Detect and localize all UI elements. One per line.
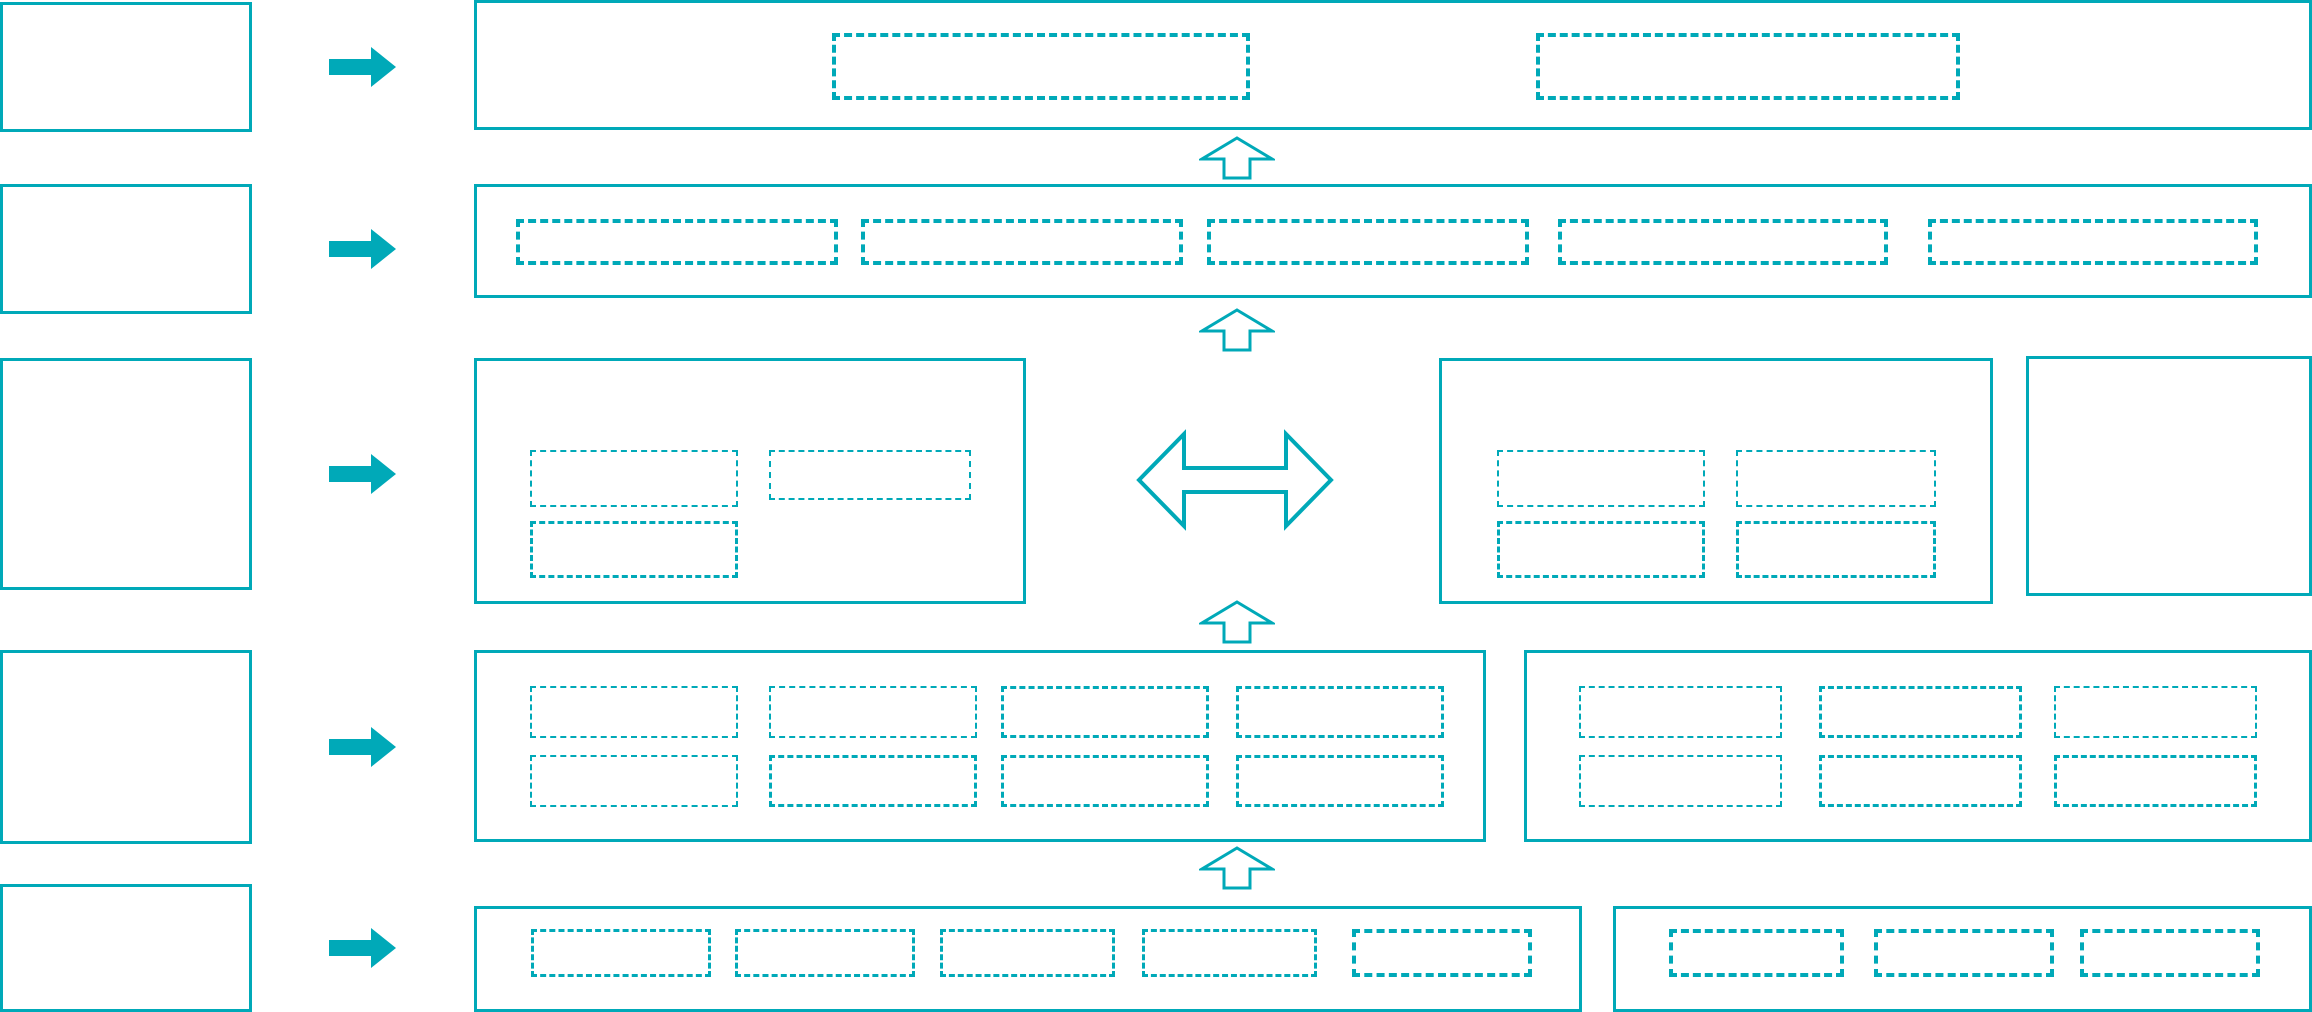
placeholder-box[interactable] [1497,450,1705,507]
row-4-flow-arrow [329,726,397,768]
placeholder-box[interactable] [1236,755,1444,807]
placeholder-box[interactable] [1352,929,1532,977]
placeholder-box[interactable] [2054,686,2257,738]
placeholder-box[interactable] [1579,755,1782,807]
placeholder-box[interactable] [1819,686,2022,738]
arrow-up-outline-icon [1199,600,1275,644]
row1-container-1[interactable] [474,0,2312,130]
row5-container-left[interactable] [474,906,1582,1012]
row3-container-far-right[interactable] [2026,356,2312,596]
placeholder-box[interactable] [1497,521,1705,578]
row-2-label-box[interactable] [0,184,252,314]
row-5-label-box[interactable] [0,884,252,1012]
arrow-up-outline-icon [1199,308,1275,352]
placeholder-box[interactable] [769,755,977,807]
placeholder-box[interactable] [1001,686,1209,738]
placeholder-box[interactable] [2080,929,2260,977]
row3-container-left[interactable] [474,358,1026,604]
row5-container-right[interactable] [1613,906,2312,1012]
row2-container-1[interactable] [474,184,2312,298]
row-3-label-box[interactable] [0,358,252,590]
arrow-up-outline-icon [1199,846,1275,890]
placeholder-box[interactable] [1558,219,1888,265]
row-5-flow-arrow [329,927,397,969]
row4-container-left[interactable] [474,650,1486,842]
placeholder-box[interactable] [861,219,1183,265]
row-3-flow-arrow [329,453,397,495]
row4-container-right[interactable] [1524,650,2312,842]
placeholder-box[interactable] [1236,686,1444,738]
placeholder-box[interactable] [530,521,738,578]
placeholder-box[interactable] [1142,929,1317,977]
arrow-up-outline-icon [1199,136,1275,180]
arrow-left-right-outline-icon [1136,428,1334,532]
row3-container-right[interactable] [1439,358,1993,604]
placeholder-box[interactable] [1579,686,1782,738]
placeholder-box[interactable] [1736,450,1936,507]
placeholder-box[interactable] [1207,219,1529,265]
placeholder-box[interactable] [1928,219,2258,265]
placeholder-box[interactable] [1536,33,1960,100]
placeholder-box[interactable] [1669,929,1844,977]
placeholder-box[interactable] [530,686,738,738]
placeholder-box[interactable] [1736,521,1936,578]
placeholder-box[interactable] [940,929,1115,977]
placeholder-box[interactable] [769,450,971,500]
row-2-flow-arrow [329,228,397,270]
placeholder-box[interactable] [832,33,1250,100]
placeholder-box[interactable] [1874,929,2054,977]
row-1-flow-arrow [329,46,397,88]
placeholder-box[interactable] [530,755,738,807]
placeholder-box[interactable] [769,686,977,738]
placeholder-box[interactable] [1819,755,2022,807]
placeholder-box[interactable] [735,929,915,977]
row-4-label-box[interactable] [0,650,252,844]
row-1-label-box[interactable] [0,2,252,132]
placeholder-box[interactable] [2054,755,2257,807]
placeholder-box[interactable] [531,929,711,977]
placeholder-box[interactable] [530,450,738,507]
placeholder-box[interactable] [516,219,838,265]
placeholder-box[interactable] [1001,755,1209,807]
